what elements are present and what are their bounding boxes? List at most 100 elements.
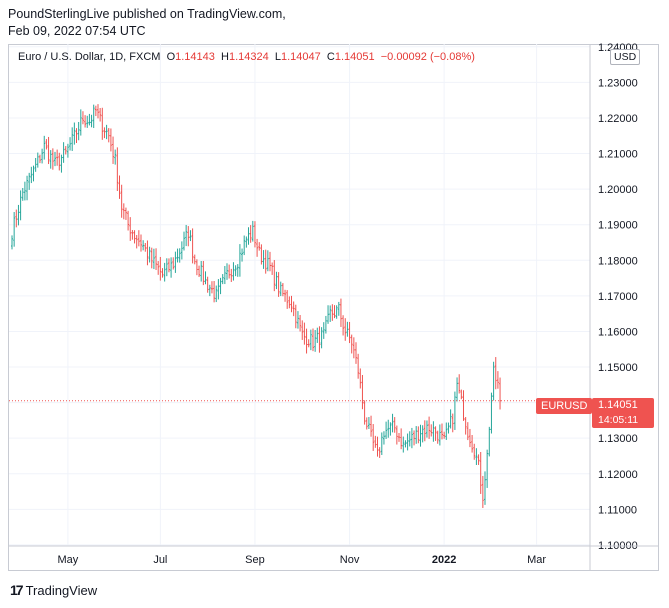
price-bar [393, 417, 396, 433]
price-bar [185, 224, 188, 247]
price-bar [114, 149, 117, 165]
price-bar [443, 431, 446, 439]
price-bar [226, 263, 228, 280]
symbol-badge: EURUSD [536, 398, 593, 414]
price-bar [499, 377, 502, 410]
price-bar [402, 436, 405, 453]
publisher-line: PoundSterlingLive published on TradingVi… [8, 7, 286, 21]
price-bar [97, 104, 99, 119]
price-bar [178, 248, 181, 263]
price-bar [176, 248, 179, 263]
price-bar [428, 416, 431, 439]
price-bar [101, 107, 104, 140]
price-bar [352, 337, 355, 359]
chart-legend: Euro / U.S. Dollar, 1D, FXCM O1.14143 H1… [18, 51, 475, 63]
price-bar [305, 328, 308, 354]
price-bar [49, 150, 52, 169]
currency-button[interactable]: USD [610, 49, 641, 65]
price-bar [269, 251, 271, 272]
price-bar [492, 361, 495, 401]
price-bar [473, 443, 476, 460]
price-bar [157, 261, 160, 275]
price-bar [137, 230, 140, 247]
price-tick-label: 1.11000 [598, 504, 637, 516]
price-bar [54, 151, 56, 167]
bar-countdown: 14:05:11 [598, 414, 639, 426]
price-bar [365, 417, 368, 430]
price-bar [36, 152, 39, 168]
price-bar [26, 175, 29, 201]
price-bar [232, 262, 235, 281]
price-bar [445, 422, 448, 440]
price-bar [118, 175, 121, 199]
price-bar [391, 413, 394, 433]
price-bar [75, 128, 78, 143]
price-bar [299, 314, 302, 332]
price-bar [303, 322, 306, 345]
price-bar [301, 320, 304, 340]
price-bar [247, 227, 250, 245]
price-bar [460, 389, 463, 400]
price-bar [208, 284, 211, 297]
low-value: 1.14047 [280, 51, 321, 63]
price-bar [425, 420, 428, 438]
price-bar [51, 148, 54, 170]
price-tick-label: 1.21000 [598, 149, 638, 161]
price-bar [73, 122, 76, 145]
price-bar [88, 113, 91, 126]
tradingview-logo-text: TradingView [25, 582, 98, 598]
price-bar [415, 426, 418, 444]
price-bar [335, 305, 338, 319]
price-bar [312, 328, 314, 352]
price-bar [193, 254, 196, 265]
price-bar [322, 322, 325, 339]
price-bar [163, 262, 166, 282]
price-tick-label: 1.20000 [598, 184, 638, 196]
tradingview-logo[interactable]: 17 TradingView [10, 582, 97, 598]
price-bar [271, 262, 274, 275]
price-bar [367, 417, 370, 429]
price-bar [458, 374, 461, 394]
price-bar [324, 315, 327, 334]
price-bar [195, 259, 198, 276]
price-bar [378, 447, 381, 458]
price-bar [62, 142, 65, 163]
price-bar [462, 390, 465, 421]
low-label: L [274, 51, 281, 63]
price-tick-label: 1.19000 [598, 220, 638, 232]
price-bars [11, 104, 502, 508]
time-tick-label: Mar [527, 554, 546, 566]
price-bar [410, 427, 413, 449]
high-value: 1.14324 [228, 51, 269, 63]
price-bar [355, 342, 357, 364]
price-bar [408, 431, 411, 447]
price-bar [359, 368, 362, 389]
price-bar [135, 235, 138, 249]
price-bar [277, 272, 280, 297]
price-tick-label: 1.18000 [598, 255, 638, 267]
price-tick-label: 1.23000 [598, 77, 638, 89]
price-bar [202, 260, 205, 286]
tradingview-logo-icon: 17 [10, 582, 24, 598]
price-bar [69, 137, 72, 151]
price-bar [320, 327, 323, 349]
price-bar [441, 423, 443, 440]
price-bar [234, 265, 237, 277]
price-bar [419, 424, 422, 447]
price-tick-label: 1.17000 [598, 291, 638, 303]
price-bar [167, 258, 170, 273]
price-bar [86, 115, 89, 128]
price-bar [281, 283, 284, 297]
price-bar [84, 115, 87, 128]
price-bar [331, 304, 334, 321]
price-bar [486, 449, 489, 488]
change-value: −0.00092 (−0.08%) [380, 51, 475, 63]
price-bar [294, 304, 297, 329]
price-bar [45, 139, 48, 150]
price-bar [155, 248, 158, 270]
price-tick-label: 1.12000 [598, 469, 638, 481]
price-bar [400, 428, 403, 450]
price-bar [241, 248, 244, 262]
price-bar [361, 374, 364, 410]
